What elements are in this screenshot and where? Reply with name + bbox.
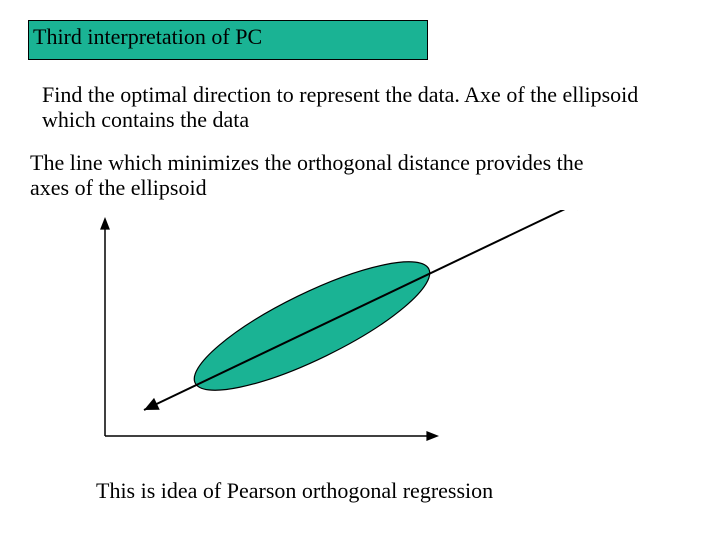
title-text: Third interpretation of PC [33, 24, 262, 49]
paragraph-1: Find the optimal direction to represent … [42, 82, 662, 133]
caption: This is idea of Pearson orthogonal regre… [96, 478, 656, 503]
x-axis-arrow-icon [426, 431, 439, 441]
pc-diagram [60, 210, 620, 460]
ellipse-group [181, 239, 444, 412]
data-ellipse [181, 239, 444, 412]
title-box: Third interpretation of PC [28, 20, 428, 60]
diagram-svg [60, 210, 620, 460]
slide: Third interpretation of PC Find the opti… [0, 0, 720, 540]
y-axis-arrow-icon [100, 217, 110, 230]
paragraph-2: The line which minimizes the orthogonal … [30, 150, 620, 201]
